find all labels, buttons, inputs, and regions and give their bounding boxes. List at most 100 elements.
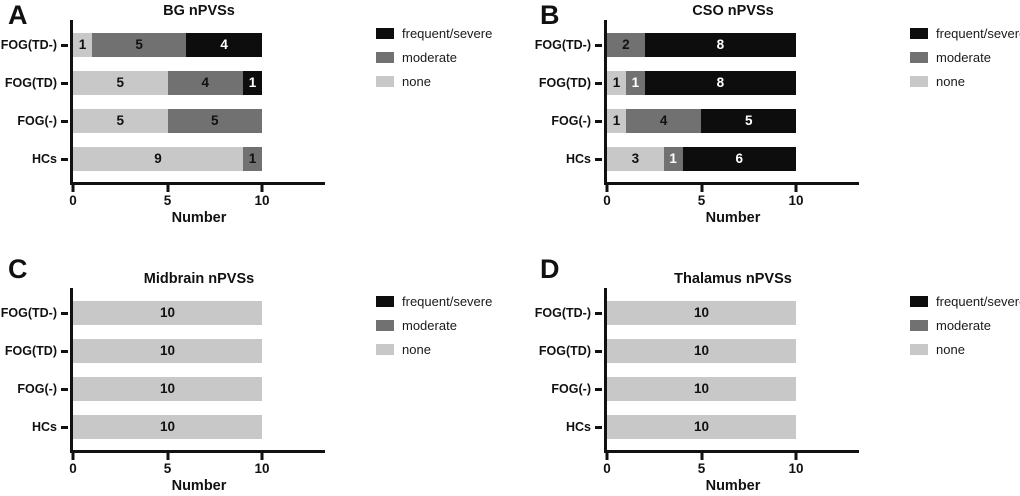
- bar-segment: 1: [607, 71, 626, 95]
- legend-swatch: [376, 28, 394, 39]
- y-tick: [595, 387, 602, 391]
- y-tick: [61, 81, 68, 85]
- category-label: FOG(TD): [538, 76, 591, 90]
- panel-letter: B: [540, 0, 560, 30]
- bar-segment: 4: [167, 71, 244, 95]
- bar-segment: 6: [682, 147, 796, 171]
- bar-track: 10: [73, 415, 262, 439]
- legend-item: none: [910, 342, 1020, 357]
- legend-item: none: [376, 74, 492, 89]
- x-ticks: [605, 185, 859, 192]
- x-tick-labels: 0 5 10: [69, 193, 325, 208]
- x-tick-label: 5: [697, 461, 706, 476]
- legend-label: frequent/severe: [936, 26, 1020, 41]
- y-tick: [595, 81, 602, 85]
- x-axis-label: Number: [705, 478, 761, 494]
- x-ticks: [71, 185, 325, 192]
- legend-item: frequent/severe: [910, 26, 1020, 41]
- legend-swatch: [910, 28, 928, 39]
- segment-value: 5: [210, 113, 219, 129]
- category-label: FOG(TD-): [0, 306, 57, 320]
- bar-track: 10: [607, 301, 796, 325]
- bar-row: HCs 10: [32, 408, 325, 446]
- category-cell: FOG(TD): [5, 332, 68, 370]
- x-axis-label: Number: [705, 210, 761, 226]
- segment-value: 5: [135, 37, 143, 53]
- segment-value: 10: [693, 419, 710, 435]
- bar-segment: 1: [243, 71, 262, 95]
- x-tick-label: 10: [788, 461, 804, 476]
- legend-item: none: [910, 74, 1020, 89]
- segment-value: 5: [116, 113, 124, 129]
- x-ticks: [605, 453, 859, 460]
- category-label: HCs: [565, 152, 591, 166]
- bar-track: 5 4 1: [73, 71, 262, 95]
- y-tick: [61, 387, 68, 391]
- bar-track: 1 5 4: [73, 33, 262, 57]
- chart-rows: FOG(TD-) 10 FOG(TD) 10 FOG(-) 10 HCs 10: [1, 288, 325, 453]
- bar-row: FOG(TD-) 1 5 4: [1, 26, 325, 64]
- bar-segment: 3: [607, 147, 664, 171]
- segment-value: 10: [693, 305, 710, 321]
- chart-rows: FOG(TD-) 1 5 4 FOG(TD) 5 4 1 FOG(-) 5 5 HCs 9 1: [1, 20, 325, 185]
- x-tick-labels: 0 5 10: [69, 461, 325, 476]
- segment-value: 10: [693, 343, 710, 359]
- segment-value: 6: [735, 151, 744, 167]
- legend-swatch: [376, 76, 394, 87]
- bar-segment: 8: [644, 71, 796, 95]
- legend-label: none: [402, 74, 431, 89]
- x-tick-labels: 0 5 10: [603, 193, 859, 208]
- bar-track: 10: [607, 377, 796, 401]
- panel-letter: C: [8, 254, 28, 284]
- bar-row: FOG(-) 5 5: [17, 102, 325, 140]
- plot-area: BG nPVSs FOG(TD-) 1 5 4 FOG(TD) 5 4 1 FOG(-) 5 5 HC…: [0, 0, 340, 248]
- x-tick: [71, 185, 75, 192]
- legend-item: moderate: [910, 318, 1020, 333]
- chart-panel: A BG nPVSs FOG(TD-) 1 5 4 FOG(TD) 5 4 1 FOG(-) 5 5…: [0, 0, 510, 248]
- segment-value: 1: [248, 151, 257, 167]
- bar-segment: 5: [73, 71, 168, 95]
- category-cell: FOG(TD-): [535, 294, 602, 332]
- legend-item: moderate: [376, 318, 492, 333]
- x-ticks: [71, 453, 325, 460]
- legend: frequent/severe moderate none: [874, 0, 1020, 248]
- x-tick-label: 10: [254, 193, 270, 208]
- bar-segment: 10: [73, 377, 262, 401]
- segment-value: 10: [693, 381, 710, 397]
- legend-item: moderate: [376, 50, 492, 65]
- bar-segment: 10: [607, 339, 796, 363]
- chart-title: CSO nPVSs: [692, 3, 774, 19]
- bar-segment: 10: [73, 339, 262, 363]
- bar-segment: 10: [73, 301, 262, 325]
- plot-area: Midbrain nPVSs FOG(TD-) 10 FOG(TD) 10 FOG(-)…: [0, 248, 340, 496]
- y-tick: [61, 349, 68, 353]
- bar-row: FOG(TD-) 10: [1, 294, 325, 332]
- bar-track: 10: [73, 377, 262, 401]
- segment-value: 10: [159, 343, 176, 359]
- legend-swatch: [910, 52, 928, 63]
- legend-swatch: [910, 320, 928, 331]
- x-tick-label: 0: [603, 461, 611, 476]
- x-axis-label: Number: [171, 478, 227, 494]
- chart-title: Thalamus nPVSs: [674, 271, 792, 287]
- segment-value: 9: [154, 151, 162, 167]
- bar-segment: 10: [73, 415, 262, 439]
- y-tick: [595, 43, 602, 47]
- plot-area: Thalamus nPVSs FOG(TD-) 10 FOG(TD) 10 FOG(-)…: [534, 248, 874, 496]
- chart-panel: D Thalamus nPVSs FOG(TD-) 10 FOG(TD) 10 FOG(…: [510, 248, 1020, 496]
- category-label: HCs: [31, 420, 57, 434]
- x-tick-label: 5: [697, 193, 706, 208]
- legend-swatch: [376, 344, 394, 355]
- legend-label: frequent/severe: [402, 26, 493, 41]
- legend-swatch: [910, 344, 928, 355]
- category-cell: HCs: [566, 408, 602, 446]
- segment-value: 2: [622, 37, 630, 53]
- bar-row: FOG(TD) 10: [5, 332, 325, 370]
- category-label: HCs: [31, 152, 57, 166]
- bar-row: FOG(-) 10: [17, 370, 325, 408]
- segment-value: 8: [716, 75, 725, 91]
- segment-value: 10: [159, 419, 176, 435]
- legend-label: moderate: [936, 318, 991, 333]
- category-cell: FOG(-): [17, 102, 68, 140]
